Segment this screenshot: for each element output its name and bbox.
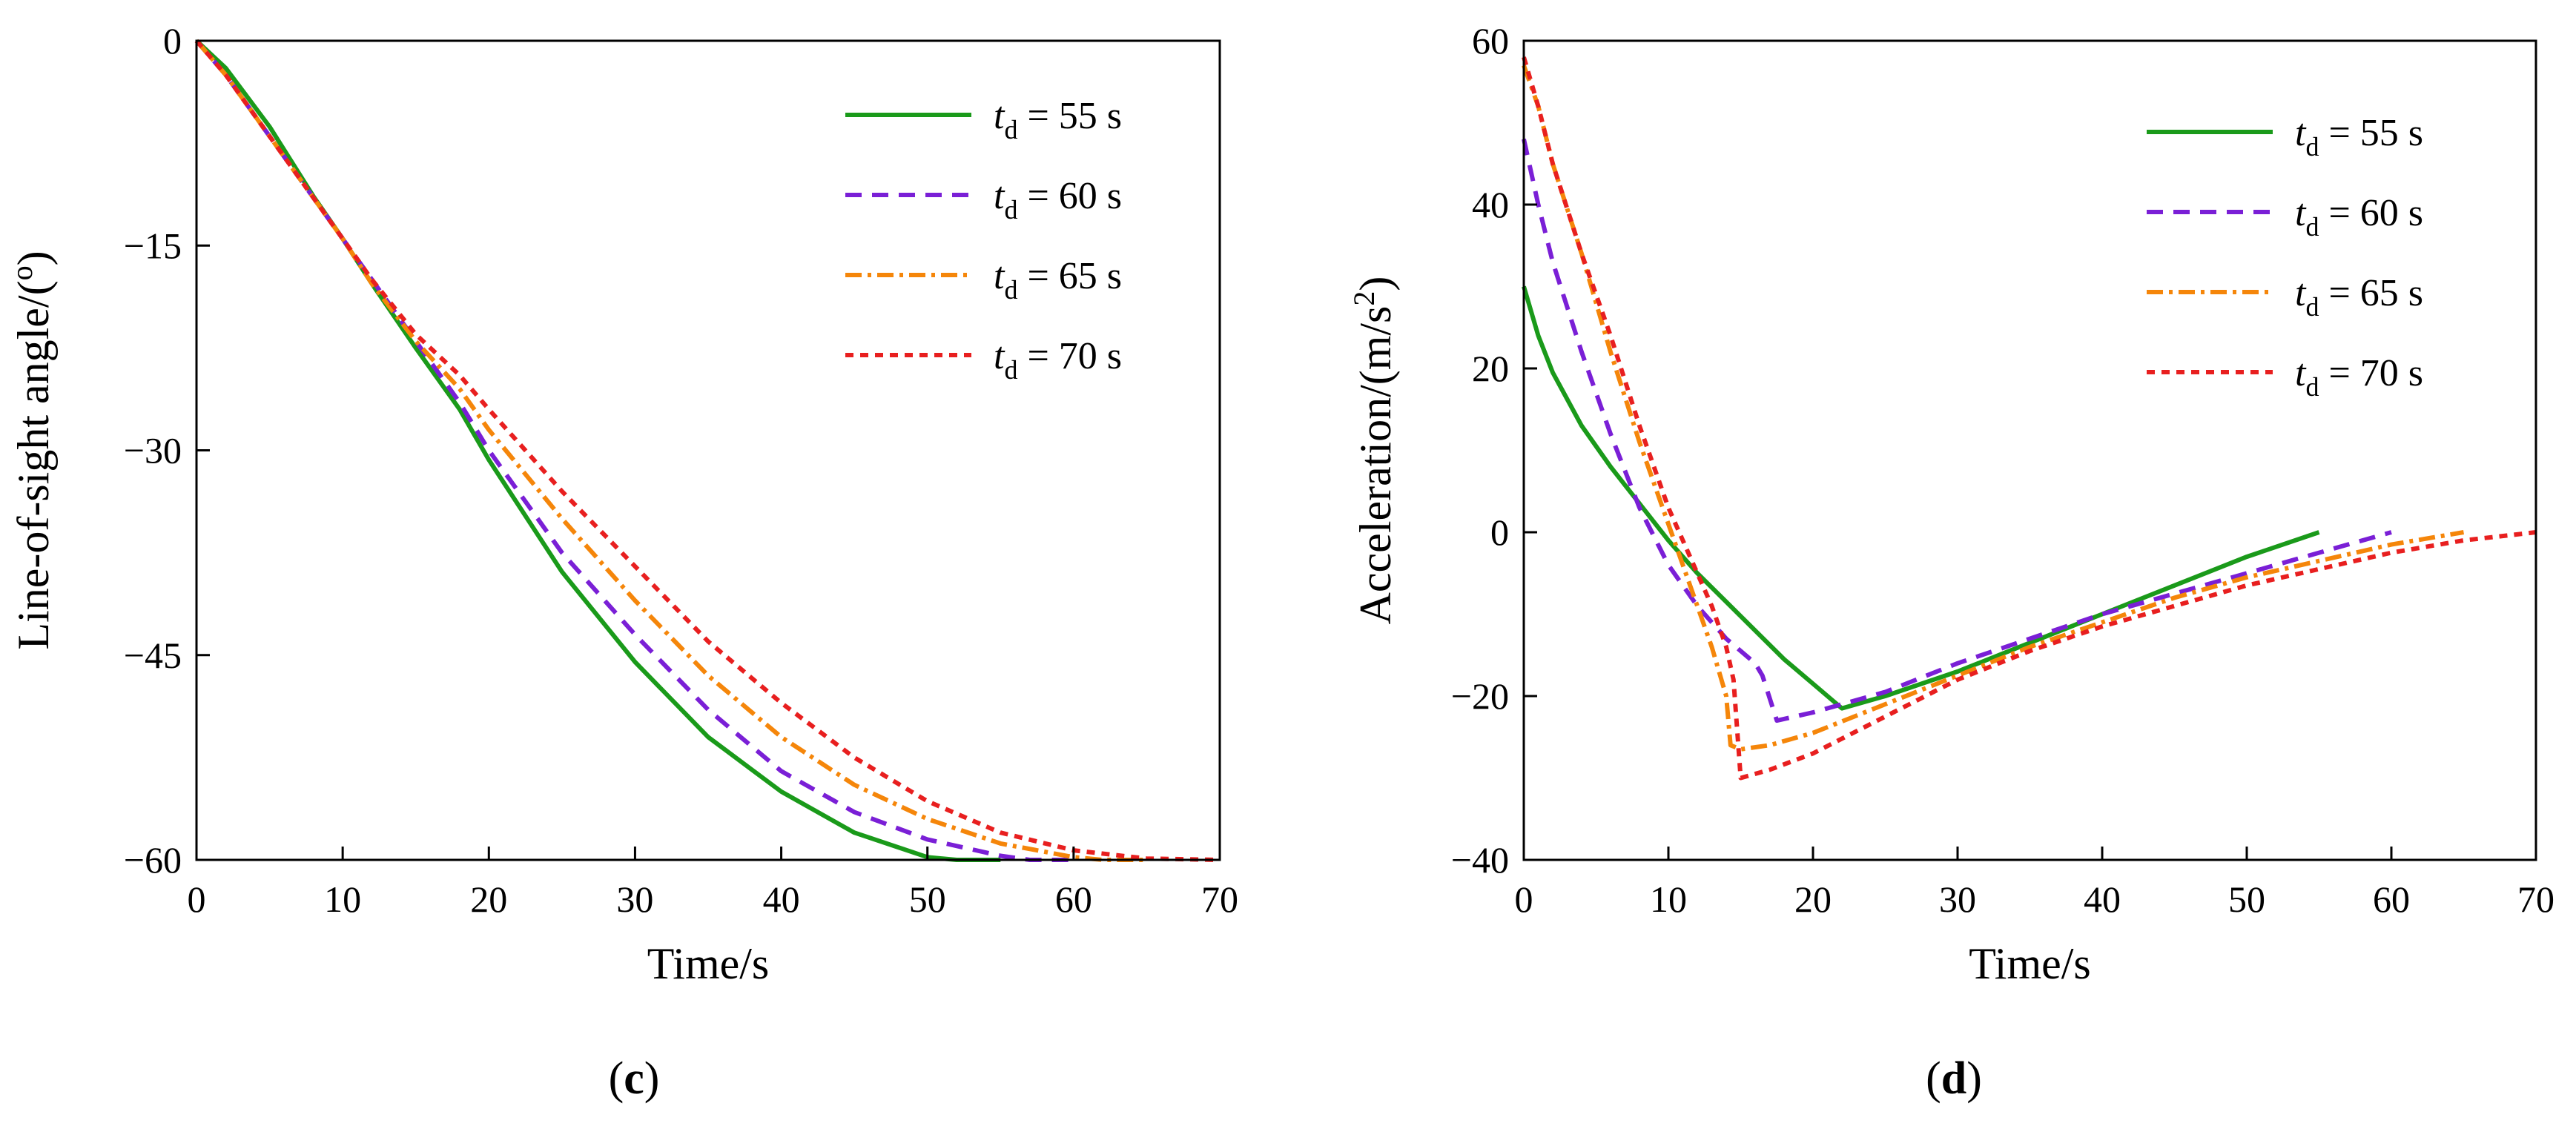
legend-entry-3: td = 70 s bbox=[994, 335, 1122, 385]
y-tick-label: −40 bbox=[1451, 839, 1509, 881]
chart-acceleration: 0 10 20 30 40 50 60 70 60 40 20 0 −20 −40 Time/s Accele… bbox=[1347, 20, 2554, 988]
y-tick-label: 40 bbox=[1472, 184, 1509, 225]
legend-entry-1: td = 60 s bbox=[2295, 192, 2423, 242]
x-tick-label: 60 bbox=[2373, 878, 2410, 920]
y-tick-label: 0 bbox=[1490, 511, 1509, 553]
series-line-0 bbox=[194, 39, 1001, 862]
x-tick-label: 60 bbox=[1055, 878, 1092, 920]
y-axis-label: Line-of-sight angle/(o) bbox=[5, 251, 58, 649]
x-axis-label: Time/s bbox=[647, 939, 770, 988]
legend-entry-3: td = 70 s bbox=[2295, 352, 2423, 402]
x-axis-label: Time/s bbox=[1969, 939, 2091, 988]
series-line-3 bbox=[1522, 56, 2537, 781]
x-tick-label: 50 bbox=[909, 878, 946, 920]
x-tick-label: 20 bbox=[470, 878, 507, 920]
series-line-1 bbox=[194, 39, 1074, 862]
y-tick-label: −45 bbox=[124, 635, 182, 676]
x-tick-label: 10 bbox=[1650, 878, 1687, 920]
y-tick-label: 20 bbox=[1472, 348, 1509, 389]
y-tick-label: −30 bbox=[124, 430, 182, 471]
panel-label-d: (d) bbox=[1926, 1053, 1982, 1104]
y-tick-label: 60 bbox=[1472, 20, 1509, 62]
x-tick-label: 0 bbox=[1515, 878, 1533, 920]
legend-entry-0: td = 55 s bbox=[994, 95, 1122, 145]
series-line-2 bbox=[194, 39, 1147, 862]
x-tick-label: 40 bbox=[2084, 878, 2121, 920]
y-tick-label: −60 bbox=[124, 839, 182, 881]
x-tick-label: 70 bbox=[1201, 878, 1238, 920]
plot-frame bbox=[1522, 39, 2537, 861]
x-tick-label: 50 bbox=[2228, 878, 2265, 920]
y-tick-label: −20 bbox=[1451, 675, 1509, 717]
series-line-1 bbox=[1522, 138, 2392, 723]
y-tick-label: −15 bbox=[124, 225, 182, 266]
x-tick-label: 30 bbox=[616, 878, 653, 920]
legend-entry-1: td = 60 s bbox=[994, 175, 1122, 225]
x-tick-label: 70 bbox=[2517, 878, 2554, 920]
x-tick-label: 20 bbox=[1794, 878, 1832, 920]
x-tick-label: 0 bbox=[188, 878, 206, 920]
legend-entry-2: td = 65 s bbox=[994, 255, 1122, 305]
x-tick-label: 40 bbox=[763, 878, 800, 920]
series-line-3 bbox=[194, 39, 1221, 862]
series-line-2 bbox=[1522, 64, 2465, 752]
y-tick-label: 0 bbox=[163, 20, 182, 62]
chart-line-of-sight-angle: 0 10 20 30 40 50 60 70 0 −15 −30 −45 −60 Time/s Line-o… bbox=[5, 20, 1238, 988]
x-tick-label: 30 bbox=[1939, 878, 1976, 920]
legend-entry-0: td = 55 s bbox=[2295, 112, 2423, 162]
y-axis-label: Acceleration/(m/s2) bbox=[1347, 276, 1400, 625]
series-line-0 bbox=[1522, 285, 2320, 711]
legend-entry-2: td = 65 s bbox=[2295, 272, 2423, 322]
panel-label-c: (c) bbox=[609, 1053, 660, 1104]
x-tick-label: 10 bbox=[324, 878, 361, 920]
